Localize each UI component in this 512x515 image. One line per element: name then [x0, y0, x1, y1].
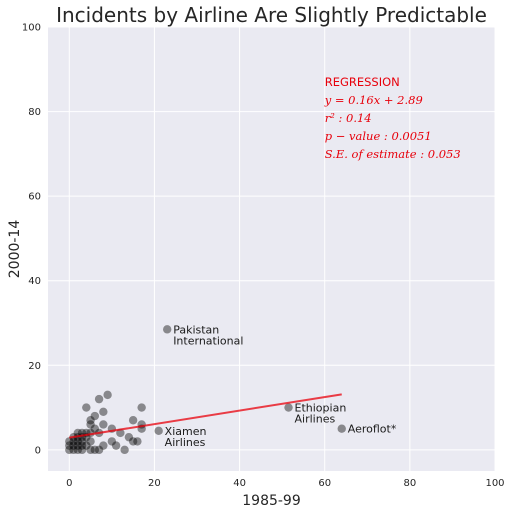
- y-tick-label: 60: [28, 192, 41, 203]
- data-point: [77, 445, 87, 455]
- data-point: [337, 424, 346, 433]
- y-tick-label: 80: [28, 107, 41, 118]
- regression-p-value: p − value : 0.0051: [325, 129, 432, 143]
- point-annotation: Pakistan International: [173, 323, 243, 347]
- data-point: [69, 437, 78, 446]
- regression-heading: REGRESSION: [325, 75, 400, 89]
- x-tick-label: 40: [233, 478, 246, 489]
- data-point: [86, 416, 95, 425]
- data-point: [163, 325, 172, 334]
- data-point: [124, 432, 134, 442]
- point-annotations: Pakistan International Ethiopian Airlines Xi…: [165, 323, 397, 448]
- data-point: [128, 416, 138, 425]
- x-tick-label: 0: [66, 478, 72, 489]
- data-point: [73, 437, 83, 446]
- regression-r-squared: r² : 0.14: [325, 111, 372, 125]
- data-point: [65, 445, 74, 455]
- data-point: [77, 441, 87, 450]
- point-annotation: Xiamen Airlines: [165, 425, 207, 449]
- y-axis-label: 2000-14: [7, 220, 23, 279]
- x-tick-label: 80: [403, 478, 416, 489]
- data-point: [94, 394, 104, 404]
- data-point: [111, 441, 121, 450]
- y-tick-label: 20: [28, 361, 41, 372]
- data-point: [137, 403, 146, 412]
- regression-summary: REGRESSION y = 0.16x + 2.89 r² : 0.14 p − v…: [324, 75, 461, 161]
- data-point: [99, 420, 108, 429]
- regression-standard-error: S.E. of estimate : 0.053: [325, 147, 461, 161]
- x-tick-label: 100: [485, 478, 504, 489]
- data-point: [284, 403, 293, 412]
- data-point: [90, 445, 100, 455]
- data-point: [154, 426, 163, 436]
- data-point: [65, 437, 74, 446]
- x-axis-label: 1985-99: [242, 493, 301, 509]
- x-tick-labels: 0 20 40 60 80 100: [66, 478, 504, 489]
- x-tick-label: 60: [318, 478, 331, 489]
- x-tick-label: 20: [148, 478, 161, 489]
- data-point: [65, 441, 74, 450]
- data-point: [69, 441, 78, 450]
- data-point: [82, 403, 91, 412]
- data-point: [133, 437, 142, 446]
- data-point: [90, 411, 100, 421]
- data-point: [94, 445, 104, 455]
- grid-lines: [48, 26, 496, 471]
- data-point: [77, 437, 87, 446]
- point-annotation: Aeroflot*: [348, 423, 397, 436]
- data-point: [73, 441, 83, 450]
- data-point: [99, 407, 108, 416]
- data-point: [73, 445, 83, 455]
- data-point: [128, 437, 138, 446]
- data-point: [82, 441, 91, 450]
- data-point: [86, 420, 95, 429]
- chart-title: Incidents by Airline Are Slightly Predic…: [56, 3, 487, 27]
- data-point: [107, 437, 117, 446]
- regression-line: [69, 393, 342, 439]
- data-point: [99, 441, 108, 450]
- data-point: [86, 445, 95, 455]
- data-point: [120, 445, 129, 455]
- data-point: [86, 437, 95, 446]
- regression-equation: y = 0.16x + 2.89: [324, 93, 423, 107]
- y-tick-label: 0: [35, 445, 41, 456]
- data-point: [90, 424, 100, 433]
- y-tick-labels: 0 20 40 60 80 100: [22, 23, 41, 457]
- data-point: [103, 390, 112, 400]
- y-tick-label: 100: [22, 23, 41, 34]
- plot-background: [48, 27, 495, 471]
- y-tick-label: 40: [28, 276, 41, 287]
- point-annotation: Ethiopian Airlines: [295, 402, 347, 426]
- data-point: [69, 445, 78, 455]
